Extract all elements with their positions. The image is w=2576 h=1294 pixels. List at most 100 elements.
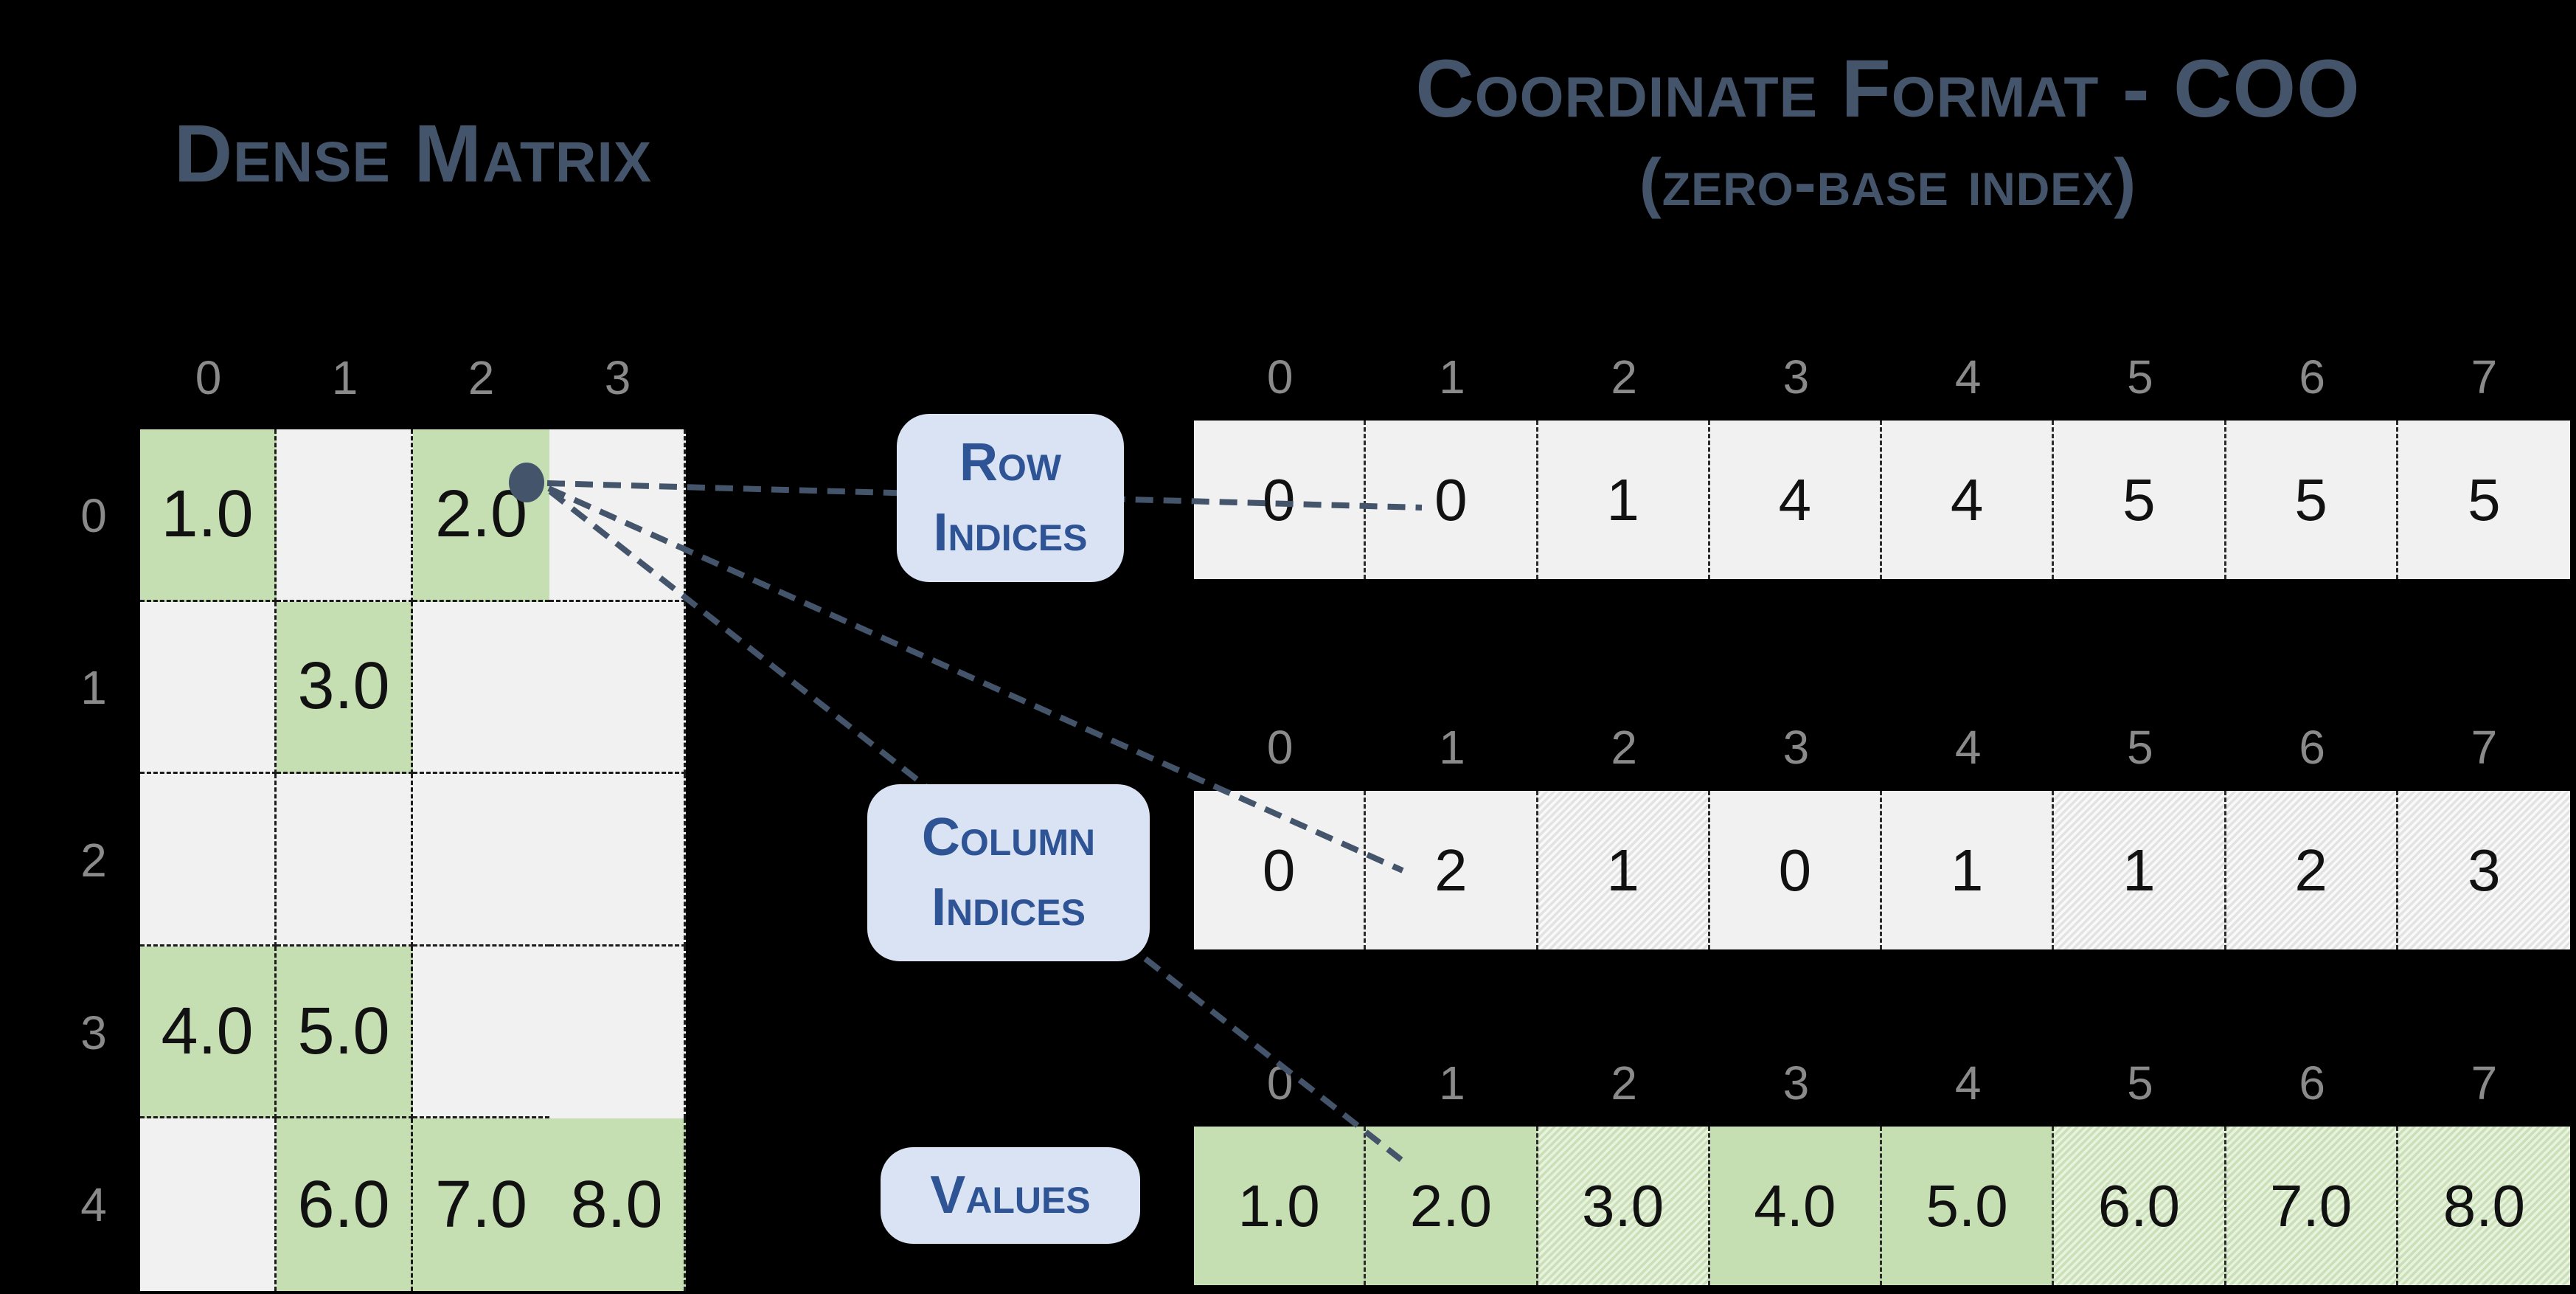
column-indices-cell: 1 — [2054, 791, 2226, 949]
array-cell-value: 3 — [2468, 837, 2501, 903]
array-cell-value: 2 — [2294, 837, 2327, 903]
matrix-cell: 7.0 — [413, 1118, 549, 1291]
array-index-header: 6 — [2299, 350, 2325, 404]
values-cell: 6.0 — [2054, 1127, 2226, 1285]
matrix-row-header: 0 — [80, 488, 107, 542]
matrix-cell — [140, 1118, 277, 1291]
array-index-header: 0 — [1266, 350, 1294, 404]
matrix-cell — [277, 429, 413, 602]
values-array: 1.0 2.0 3.0 4.0 5.0 6.0 7.0 8.0 — [1194, 1127, 2570, 1285]
row-indices-tag: Row Indices — [897, 414, 1124, 582]
values-tag-line1: Values — [930, 1165, 1091, 1225]
column-indices-cell: 1 — [1882, 791, 2055, 949]
array-index-header: 4 — [1954, 1056, 1982, 1110]
matrix-cell-value: 3.0 — [297, 649, 390, 724]
array-index-header: 5 — [2127, 350, 2153, 404]
matrix-cell — [549, 774, 686, 947]
column-indices-array: 0 2 1 0 1 1 2 3 — [1194, 791, 2570, 949]
array-index-header: 0 — [1266, 1056, 1294, 1110]
row-indices-cell: 4 — [1882, 421, 2055, 579]
matrix-row-header: 3 — [80, 1006, 107, 1059]
column-indices-tag-line2: Indices — [931, 878, 1086, 937]
column-indices-tag: Column Indices — [867, 784, 1150, 961]
array-index-header: 0 — [1266, 721, 1294, 774]
column-indices-headers: 0 1 2 3 4 5 6 7 — [1194, 722, 2570, 771]
array-index-header: 3 — [1782, 1056, 1810, 1110]
array-cell-value: 1.0 — [1237, 1172, 1320, 1239]
array-cell-value: 0 — [1262, 466, 1296, 533]
column-indices-cell: 2 — [2226, 791, 2398, 949]
row-indices-headers: 0 1 2 3 4 5 6 7 — [1194, 352, 2570, 401]
matrix-col-header: 1 — [331, 351, 358, 404]
array-cell-value: 2.0 — [1409, 1172, 1492, 1239]
row-indices-cell: 4 — [1709, 421, 1882, 579]
row-indices-cell: 0 — [1366, 421, 1538, 579]
values-cell: 2.0 — [1366, 1127, 1538, 1285]
dense-matrix-column-headers: 0 1 2 3 — [140, 347, 686, 401]
array-index-header: 2 — [1611, 1056, 1637, 1110]
matrix-cell-value: 7.0 — [434, 1167, 528, 1242]
values-cell: 4.0 — [1709, 1127, 1882, 1285]
column-indices-cell: 1 — [1538, 791, 1710, 949]
array-cell-value: 1 — [1606, 837, 1639, 903]
matrix-col-header: 2 — [468, 351, 495, 404]
array-index-header: 5 — [2127, 721, 2153, 774]
matrix-cell: 4.0 — [140, 946, 277, 1119]
dense-matrix-title: Dense Matrix — [173, 108, 653, 199]
row-indices-cell: 0 — [1194, 421, 1367, 579]
array-index-header: 2 — [1611, 350, 1637, 404]
row-indices-cell: 5 — [2226, 421, 2398, 579]
array-cell-value: 5.0 — [1926, 1172, 2008, 1239]
array-cell-value: 0 — [1778, 837, 1812, 903]
array-index-header: 6 — [2299, 1056, 2325, 1110]
dense-matrix-row-headers: 0 1 2 3 4 — [43, 429, 145, 1291]
matrix-cell — [413, 601, 549, 775]
matrix-cell — [549, 946, 686, 1119]
row-indices-tag-line2: Indices — [933, 503, 1088, 562]
array-cell-value: 4 — [1778, 466, 1812, 533]
matrix-cell — [277, 774, 413, 947]
array-index-header: 1 — [1439, 721, 1465, 774]
array-cell-value: 8.0 — [2443, 1172, 2525, 1239]
row-indices-cell: 1 — [1538, 421, 1710, 579]
matrix-cell — [413, 774, 549, 947]
values-cell: 8.0 — [2398, 1127, 2570, 1285]
values-cell: 7.0 — [2226, 1127, 2398, 1285]
column-indices-cell: 0 — [1709, 791, 1882, 949]
matrix-cell: 8.0 — [549, 1118, 686, 1291]
array-cell-value: 1 — [2122, 837, 2156, 903]
array-cell-value: 1 — [1606, 466, 1639, 533]
array-cell-value: 4 — [1950, 466, 1984, 533]
matrix-cell — [140, 601, 277, 775]
matrix-col-header: 3 — [604, 351, 631, 404]
array-index-header: 4 — [1954, 721, 1982, 774]
matrix-row-header: 1 — [80, 661, 107, 715]
matrix-cell-value: 2.0 — [434, 477, 528, 551]
array-index-header: 3 — [1782, 350, 1810, 404]
array-cell-value: 4.0 — [1754, 1172, 1836, 1239]
matrix-cell-value: 6.0 — [297, 1167, 390, 1242]
matrix-col-header: 0 — [195, 351, 222, 404]
array-cell-value: 5 — [2122, 466, 2156, 533]
dense-matrix-grid: 1.0 2.0 3.0 — [140, 429, 686, 1291]
array-cell-value: 7.0 — [2270, 1172, 2353, 1239]
matrix-cell: 2.0 — [413, 429, 549, 602]
array-index-header: 3 — [1782, 721, 1810, 774]
matrix-cell — [140, 774, 277, 947]
column-indices-cell: 0 — [1194, 791, 1367, 949]
column-indices-cell: 2 — [1366, 791, 1538, 949]
values-cell: 5.0 — [1882, 1127, 2055, 1285]
array-index-header: 7 — [2471, 721, 2498, 774]
values-cell: 3.0 — [1538, 1127, 1710, 1285]
array-cell-value: 0 — [1434, 466, 1468, 533]
matrix-cell-value: 5.0 — [297, 994, 390, 1068]
matrix-cell-value: 4.0 — [161, 994, 254, 1068]
values-tag: Values — [881, 1147, 1140, 1244]
array-cell-value: 5 — [2294, 466, 2327, 533]
array-index-header: 6 — [2299, 721, 2325, 774]
array-index-header: 4 — [1954, 350, 1982, 404]
array-index-header: 2 — [1611, 721, 1637, 774]
matrix-cell-value: 8.0 — [570, 1167, 663, 1242]
matrix-row-header: 2 — [80, 833, 107, 887]
